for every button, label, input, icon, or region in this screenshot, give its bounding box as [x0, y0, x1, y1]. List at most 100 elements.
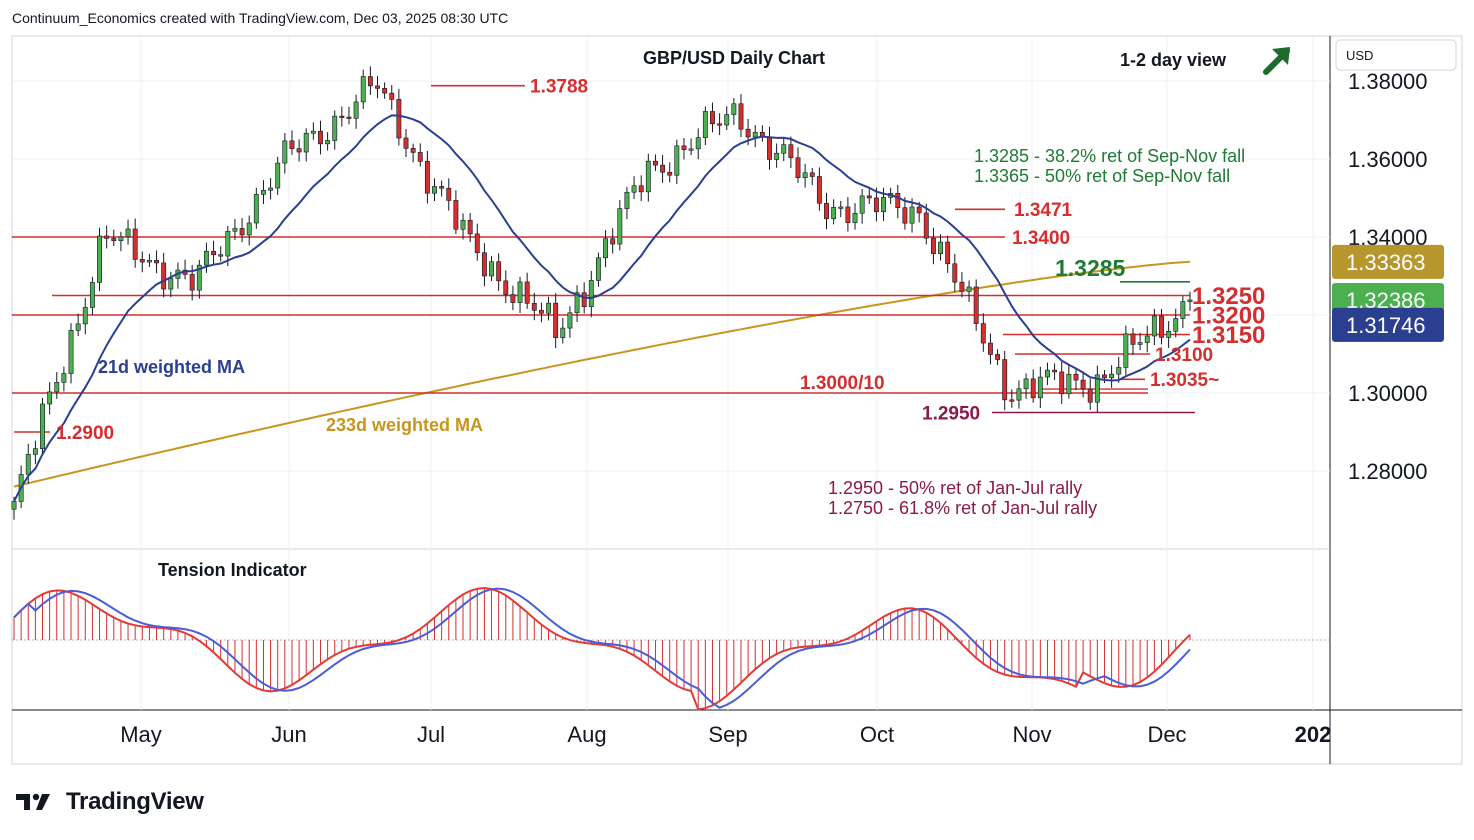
candle-body — [617, 208, 623, 245]
candle-body — [432, 186, 437, 194]
candle-body — [1166, 331, 1172, 338]
price-badge-label: 1.33363 — [1346, 250, 1426, 275]
support-note-1: 1.2950 - 50% ret of Jan-Jul rally — [828, 478, 1082, 498]
level-label: 1.3035~ — [1150, 370, 1219, 391]
candle-body — [1073, 373, 1079, 381]
chart-header: Continuum_Economics created with Trading… — [12, 10, 509, 26]
candle-body — [146, 259, 152, 263]
candle-body — [1059, 371, 1065, 395]
level-label: 1.3150 — [1192, 322, 1265, 349]
y-tick-label: 1.30000 — [1348, 381, 1428, 406]
indicator-signal — [13, 587, 1191, 709]
candle-body — [161, 262, 167, 290]
candle-body — [1009, 399, 1015, 402]
x-tick-label: Jun — [271, 722, 306, 747]
candle-body — [945, 241, 951, 265]
ma-233-line — [13, 260, 1191, 488]
level-label: 1.3788 — [530, 77, 588, 98]
candle-body — [895, 192, 901, 209]
candle-body — [688, 148, 694, 151]
candle-body — [930, 237, 936, 254]
candle-body — [1173, 318, 1179, 332]
candle-body — [816, 176, 822, 204]
price-badge-label: 1.31746 — [1346, 313, 1426, 338]
candle-body — [310, 130, 316, 134]
candle-body — [489, 261, 494, 277]
candle-body — [1037, 376, 1043, 399]
candle-body — [838, 206, 844, 209]
candle-body — [389, 92, 395, 100]
candle-body — [239, 228, 245, 236]
candle-body — [168, 278, 174, 290]
candle-body — [831, 207, 837, 220]
candle-body — [474, 233, 480, 254]
candle-body — [809, 172, 815, 177]
price-badge — [1332, 244, 1444, 279]
candle-body — [346, 116, 352, 119]
candle-body — [923, 212, 929, 239]
currency-label[interactable]: USD — [1346, 48, 1373, 63]
candle-body — [125, 228, 131, 238]
tradingview-logo[interactable]: TradingView — [16, 788, 204, 816]
candle-body — [11, 501, 17, 510]
candle-body — [481, 252, 487, 277]
candle-body — [82, 307, 88, 325]
candle-body — [54, 382, 60, 393]
x-tick-label: Jul — [417, 722, 445, 747]
candle-body — [1116, 367, 1122, 375]
candle-body — [717, 123, 723, 126]
chart-frame — [11, 35, 1463, 765]
candle-body — [75, 323, 81, 331]
y-tick-label: 1.36000 — [1348, 147, 1428, 172]
candle-body — [574, 292, 580, 314]
candle-body — [218, 254, 224, 257]
candle-body — [275, 162, 281, 189]
support-note-2: 1.2750 - 61.8% ret of Jan-Jul rally — [828, 498, 1097, 518]
candle-body — [232, 228, 238, 232]
candle-body — [211, 250, 217, 255]
candle-body — [638, 185, 644, 193]
candle-body — [980, 323, 986, 344]
chart-title: GBP/USD Daily Chart — [643, 48, 825, 68]
candle-body — [653, 160, 658, 166]
candle-body — [724, 114, 730, 126]
candle-body — [332, 115, 338, 141]
candle-body — [410, 148, 416, 153]
candle-body — [610, 238, 616, 245]
candle-body — [225, 230, 231, 257]
candle-body — [460, 219, 466, 230]
candle-body — [25, 454, 31, 475]
candle-body — [710, 111, 715, 125]
candle-body — [339, 115, 345, 118]
candle-body — [353, 101, 359, 119]
candle-body — [624, 191, 630, 209]
x-tick-label: Sep — [708, 722, 747, 747]
candle-body — [496, 261, 502, 282]
candle-body — [439, 186, 445, 189]
candle-body — [873, 197, 879, 213]
candle-body — [1066, 373, 1072, 395]
level-label: 1.3200 — [1192, 303, 1265, 330]
candle-body — [403, 137, 409, 149]
candle-body — [916, 206, 922, 214]
level-label: 1.3100 — [1155, 345, 1213, 366]
candle-body — [645, 160, 651, 193]
candle-body — [203, 250, 209, 266]
candle-body — [595, 257, 601, 281]
y-tick-label: 1.38000 — [1348, 69, 1428, 94]
candle-body — [296, 148, 302, 153]
candle-body — [987, 342, 993, 355]
candle-body — [261, 189, 266, 195]
candle-body — [154, 259, 159, 264]
candle-body — [546, 302, 551, 314]
candle-body — [531, 303, 537, 311]
candle-body — [938, 241, 943, 254]
candle-body — [396, 99, 402, 139]
level-lines — [12, 84, 1195, 433]
candle-body — [1094, 374, 1100, 403]
candle-body — [767, 136, 772, 160]
candle-body — [881, 197, 886, 213]
candle-body — [524, 281, 530, 304]
candle-body — [681, 145, 687, 150]
